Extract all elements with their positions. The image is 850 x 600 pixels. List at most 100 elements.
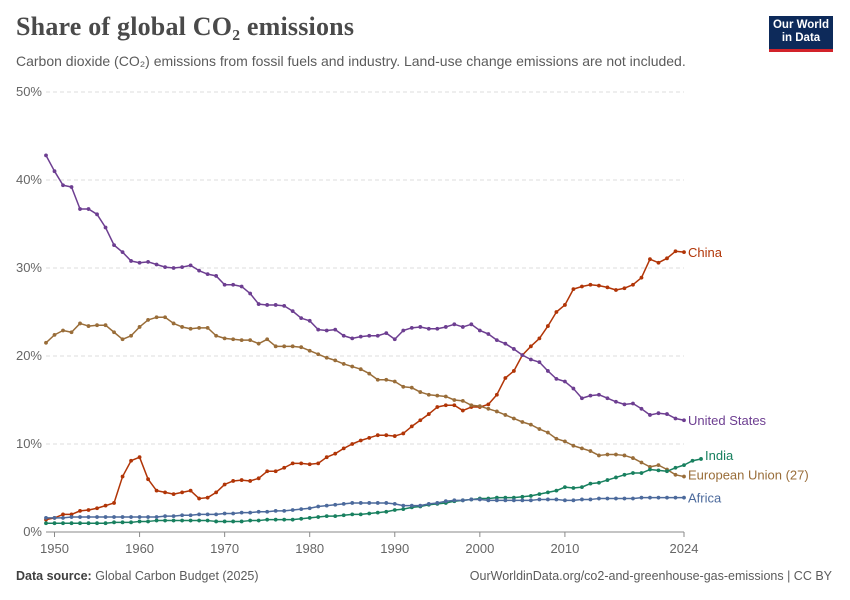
y-tick-label: 20% bbox=[16, 348, 42, 363]
data-point-european-union-27 bbox=[639, 460, 644, 465]
data-point-africa bbox=[443, 499, 448, 504]
data-point-european-union-27 bbox=[580, 446, 584, 451]
data-point-india bbox=[503, 495, 508, 500]
data-source-value[interactable]: Global Carbon Budget (2025) bbox=[95, 569, 259, 583]
data-point-africa bbox=[426, 501, 431, 506]
data-point-india bbox=[622, 472, 627, 477]
data-point-africa bbox=[401, 503, 406, 508]
data-point-european-union-27 bbox=[299, 345, 304, 350]
data-point-european-union-27 bbox=[563, 439, 567, 444]
data-point-africa bbox=[673, 495, 678, 500]
data-point-india bbox=[341, 513, 346, 518]
data-point-united-states bbox=[120, 250, 125, 255]
data-point-european-union-27 bbox=[367, 371, 372, 376]
series-label-india: India bbox=[705, 448, 734, 463]
data-point-china bbox=[180, 490, 185, 495]
data-point-european-union-27 bbox=[231, 337, 236, 342]
data-point-india bbox=[282, 517, 287, 522]
data-point-africa bbox=[163, 514, 167, 519]
data-point-india bbox=[494, 495, 499, 500]
data-point-china bbox=[324, 455, 329, 460]
data-point-india bbox=[367, 511, 372, 516]
data-point-european-union-27 bbox=[486, 406, 491, 411]
data-point-china bbox=[656, 260, 661, 265]
data-point-european-union-27 bbox=[129, 333, 133, 338]
data-point-european-union-27 bbox=[316, 352, 321, 357]
data-point-united-states bbox=[197, 268, 202, 273]
series-label-china: China bbox=[688, 245, 723, 260]
data-point-africa bbox=[197, 512, 202, 517]
data-point-africa bbox=[61, 516, 65, 520]
data-point-european-union-27 bbox=[146, 318, 150, 322]
data-point-china bbox=[528, 344, 533, 349]
series-label-africa: Africa bbox=[688, 491, 722, 506]
x-tick-label: 2024 bbox=[670, 541, 699, 556]
data-point-european-union-27 bbox=[163, 315, 167, 320]
data-point-european-union-27 bbox=[435, 393, 440, 398]
data-point-china bbox=[537, 336, 542, 341]
data-point-china bbox=[614, 288, 618, 292]
data-point-africa bbox=[290, 508, 295, 512]
data-point-africa bbox=[103, 515, 108, 519]
data-point-european-union-27 bbox=[614, 452, 618, 457]
data-point-africa bbox=[86, 515, 91, 519]
data-point-china bbox=[631, 282, 635, 287]
data-point-india bbox=[265, 517, 270, 522]
data-point-european-union-27 bbox=[605, 452, 610, 457]
data-point-india bbox=[605, 478, 610, 482]
data-point-china bbox=[282, 465, 287, 470]
data-point-africa bbox=[248, 510, 253, 515]
y-tick-label: 40% bbox=[16, 172, 42, 187]
data-point-india bbox=[563, 485, 567, 490]
owid-logo[interactable]: Our World in Data bbox=[769, 16, 833, 52]
data-point-china bbox=[401, 431, 406, 436]
data-point-africa bbox=[545, 497, 550, 502]
data-point-africa bbox=[154, 515, 159, 519]
data-point-united-states bbox=[401, 328, 406, 333]
data-point-united-states bbox=[571, 386, 576, 391]
data-point-china bbox=[307, 462, 312, 467]
data-point-china bbox=[231, 479, 236, 483]
data-point-united-states bbox=[469, 322, 474, 327]
data-point-united-states bbox=[52, 169, 57, 174]
data-point-africa bbox=[597, 496, 601, 501]
data-point-china bbox=[350, 442, 355, 446]
data-point-china bbox=[61, 512, 65, 517]
data-point-china bbox=[239, 478, 244, 482]
data-point-european-union-27 bbox=[477, 404, 482, 409]
data-point-european-union-27 bbox=[511, 416, 516, 421]
data-point-european-union-27 bbox=[656, 463, 661, 468]
data-point-united-states bbox=[631, 401, 635, 406]
data-point-european-union-27 bbox=[648, 464, 652, 469]
x-tick-label: 1960 bbox=[125, 541, 154, 556]
data-point-india bbox=[350, 512, 355, 517]
data-point-africa bbox=[146, 515, 150, 519]
data-point-european-union-27 bbox=[469, 403, 474, 408]
data-point-united-states bbox=[129, 259, 133, 263]
source-url[interactable]: OurWorldinData.org/co2-and-greenhouse-ga… bbox=[469, 569, 832, 583]
data-point-africa bbox=[580, 497, 584, 502]
data-point-european-union-27 bbox=[631, 456, 635, 460]
data-point-india bbox=[648, 467, 652, 472]
data-point-european-union-27 bbox=[239, 338, 244, 343]
x-tick-label: 2010 bbox=[550, 541, 579, 556]
data-point-africa bbox=[78, 515, 82, 519]
data-point-africa bbox=[256, 509, 261, 514]
data-point-united-states bbox=[597, 392, 601, 397]
data-point-united-states bbox=[511, 347, 516, 351]
x-tick-label: 1990 bbox=[380, 541, 409, 556]
data-point-european-union-27 bbox=[682, 474, 686, 479]
data-point-africa bbox=[494, 498, 499, 503]
data-point-china bbox=[333, 451, 338, 456]
data-point-africa bbox=[307, 506, 312, 511]
data-point-india bbox=[146, 519, 150, 524]
series-line-china bbox=[45, 250, 685, 521]
data-point-india bbox=[520, 494, 525, 499]
data-point-india bbox=[554, 488, 559, 493]
data-point-united-states bbox=[367, 333, 372, 338]
data-point-china bbox=[188, 488, 193, 493]
data-point-china bbox=[222, 482, 227, 487]
data-point-china bbox=[112, 501, 116, 505]
data-point-united-states bbox=[146, 259, 150, 264]
data-point-india bbox=[588, 481, 593, 486]
